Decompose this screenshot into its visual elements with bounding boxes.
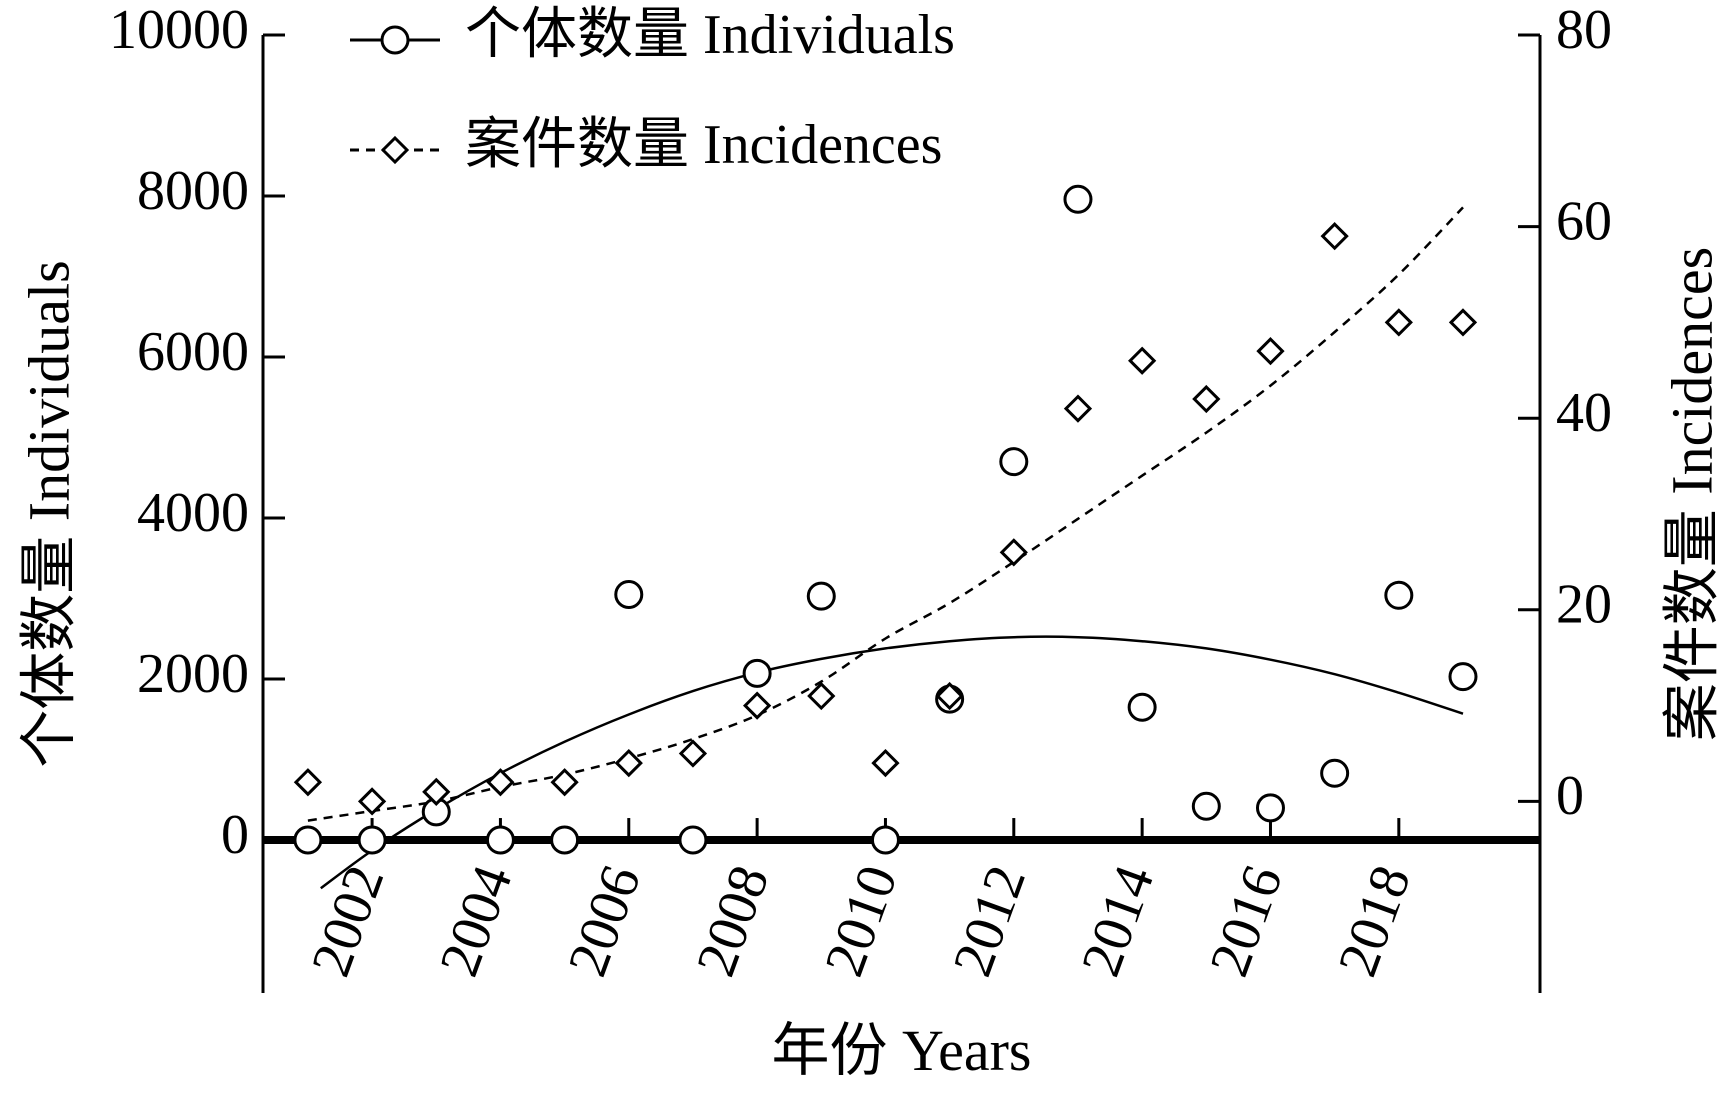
x-tick-label: 2008 xyxy=(685,858,782,984)
x-tick-label: 2006 xyxy=(556,858,653,984)
left-y-tick-label: 0 xyxy=(221,804,249,866)
individuals-point xyxy=(550,825,580,855)
individuals-point xyxy=(1127,692,1157,722)
legend-individuals-label: 个体数量 Individuals xyxy=(465,4,955,66)
individuals-point xyxy=(678,825,708,855)
right-y-tick-label: 20 xyxy=(1556,574,1612,636)
incidences-point xyxy=(871,748,900,778)
incidences-point xyxy=(1063,394,1093,423)
incidences-point xyxy=(1384,308,1413,337)
x-tick-label: 2010 xyxy=(813,858,910,984)
right-y-tick-label: 80 xyxy=(1556,0,1612,61)
incidences-point xyxy=(1320,222,1349,251)
individuals-point xyxy=(1255,793,1285,823)
incidences-trend-line xyxy=(307,206,1464,822)
individuals-point xyxy=(485,825,515,855)
legend-individuals-marker xyxy=(380,25,410,55)
incidences-point xyxy=(357,787,387,816)
incidences-point xyxy=(486,768,515,797)
incidences-point xyxy=(614,748,643,778)
x-tick-label: 2016 xyxy=(1198,858,1295,984)
incidences-point xyxy=(422,777,451,806)
incidences-point xyxy=(1448,308,1478,337)
individuals-point xyxy=(1448,662,1478,692)
x-tick-label: 2004 xyxy=(428,858,525,984)
incidences-point xyxy=(1192,384,1221,414)
incidences-point xyxy=(550,768,579,797)
individuals-point xyxy=(357,825,387,855)
left-y-axis-title: 个体数量 Individuals xyxy=(16,260,81,767)
individuals-point xyxy=(1063,184,1093,214)
right-y-tick-label: 0 xyxy=(1556,765,1584,827)
x-axis-title: 年份 Years xyxy=(772,1018,1032,1083)
incidences-point xyxy=(1256,337,1285,366)
right-y-axis-title: 案件数量 Incidences xyxy=(1659,247,1724,741)
individuals-point xyxy=(1191,791,1221,821)
legend-incidences-label: 案件数量 Incidences xyxy=(465,114,942,176)
incidences-point xyxy=(293,768,323,797)
left-y-tick-label: 6000 xyxy=(137,321,249,383)
x-tick-label: 2018 xyxy=(1327,858,1424,984)
left-y-tick-label: 10000 xyxy=(109,0,249,61)
incidences-point xyxy=(742,691,772,720)
individuals-point xyxy=(742,658,772,688)
x-tick-label: 2014 xyxy=(1070,858,1167,984)
individuals-point xyxy=(870,825,900,855)
individuals-point xyxy=(614,580,644,610)
left-y-tick-label: 8000 xyxy=(137,160,249,222)
incidences-point xyxy=(999,538,1028,567)
right-y-tick-label: 40 xyxy=(1556,382,1612,444)
individuals-point xyxy=(999,447,1029,477)
individuals-point xyxy=(1384,580,1414,610)
right-y-tick-label: 60 xyxy=(1556,190,1612,252)
legend-incidences-marker xyxy=(380,135,410,165)
individuals-point xyxy=(293,825,323,855)
incidences-point xyxy=(935,681,964,711)
x-tick-label: 2002 xyxy=(300,858,397,984)
individuals-point xyxy=(1320,758,1350,788)
left-y-tick-label: 2000 xyxy=(137,643,249,705)
individuals-point xyxy=(806,581,836,611)
x-tick-label: 2012 xyxy=(942,858,1039,984)
left-y-tick-label: 4000 xyxy=(137,482,249,544)
incidences-point xyxy=(807,681,836,711)
incidences-point xyxy=(678,739,708,768)
incidences-point xyxy=(1128,346,1157,375)
